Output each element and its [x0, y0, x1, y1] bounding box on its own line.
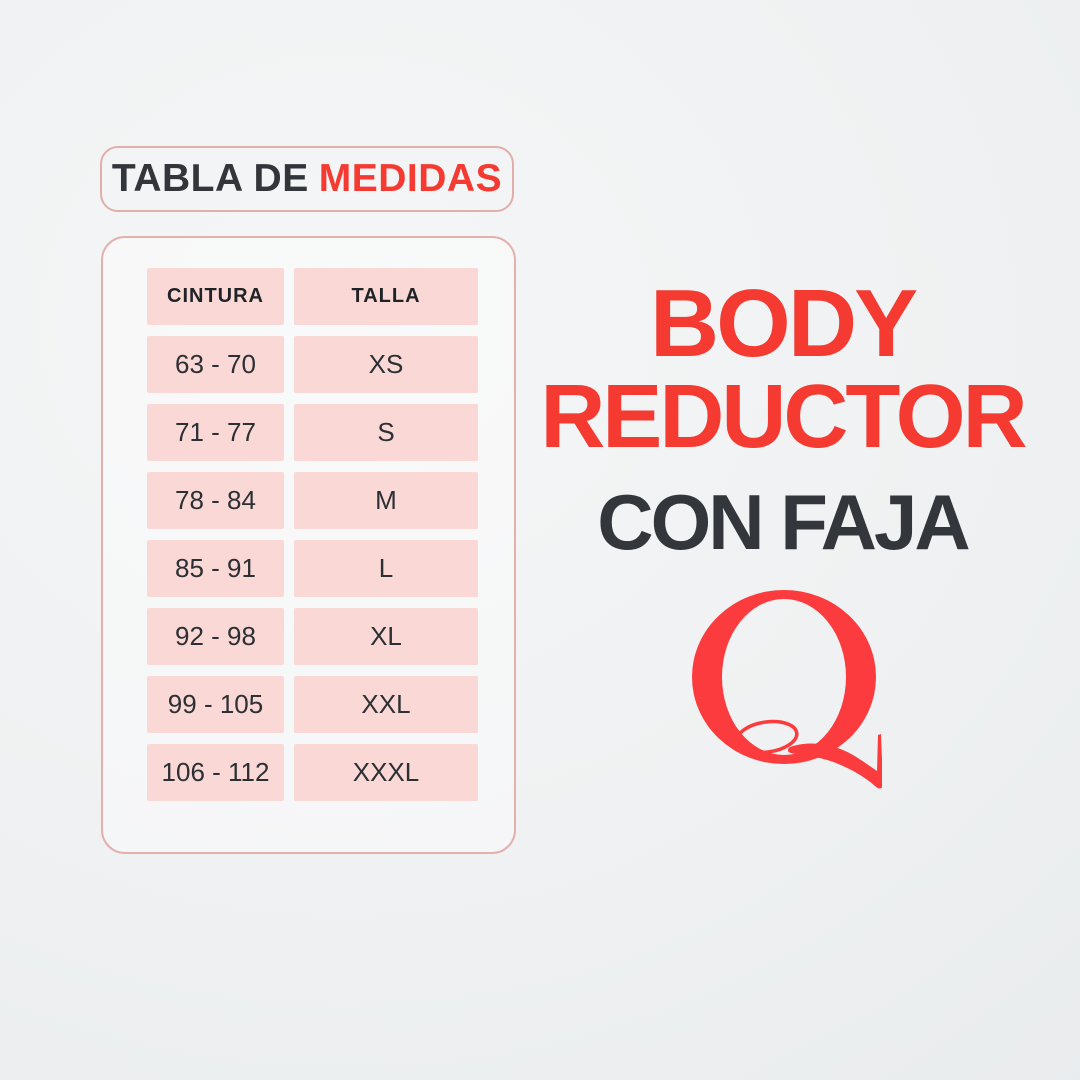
waist-range-cell: 106 - 112 — [147, 744, 284, 801]
waist-range-cell: 63 - 70 — [147, 336, 284, 393]
brand-letter-q — [690, 588, 882, 796]
size-label-cell: S — [294, 404, 478, 461]
header-cell-cintura: CINTURA — [147, 268, 284, 325]
size-label-cell: XL — [294, 608, 478, 665]
waist-range-cell: 99 - 105 — [147, 676, 284, 733]
size-chart-title-highlight: MEDIDAS — [318, 157, 503, 200]
size-chart-title-prefix: TABLA DE — [111, 157, 309, 200]
product-title-line1: BODY — [649, 270, 918, 377]
waist-range-cell: 71 - 77 — [147, 404, 284, 461]
size-label-cell: XXL — [294, 676, 478, 733]
waist-range-cell: 78 - 84 — [147, 472, 284, 529]
header-cell-talla: TALLA — [294, 268, 478, 325]
product-title-line2: REDUCTOR — [540, 367, 1027, 467]
q-bowl — [692, 590, 876, 764]
waist-range-cell: 85 - 91 — [147, 540, 284, 597]
product-subtitle: CON FAJA — [597, 478, 970, 566]
size-label-cell: L — [294, 540, 478, 597]
waist-range-cell: 92 - 98 — [147, 608, 284, 665]
size-label-cell: XS — [294, 336, 478, 393]
size-chart-title-box: TABLA DE MEDIDAS — [100, 146, 514, 212]
size-label-cell: M — [294, 472, 478, 529]
size-table: CINTURA TALLA 63 - 70 XS 71 - 77 S 78 - … — [147, 268, 478, 801]
q-tail — [787, 734, 882, 789]
q-loop — [735, 719, 799, 755]
size-chart-card: CINTURA TALLA 63 - 70 XS 71 - 77 S 78 - … — [101, 236, 516, 854]
size-label-cell: XXXL — [294, 744, 478, 801]
